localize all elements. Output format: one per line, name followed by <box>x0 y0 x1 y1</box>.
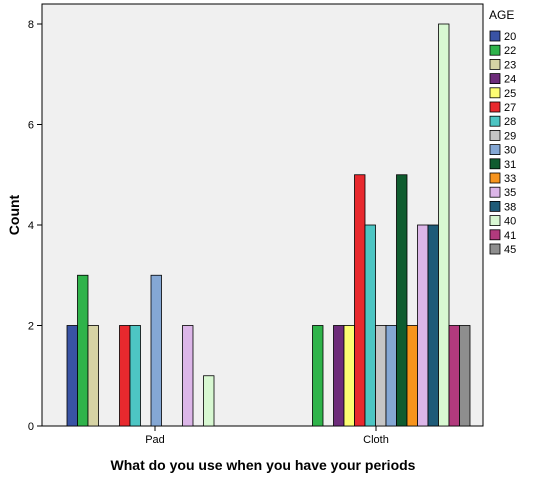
legend-swatch-35 <box>489 186 501 198</box>
bar-cloth-age-25 <box>343 325 355 427</box>
bar-cloth-age-38 <box>427 224 439 427</box>
legend-label-35: 35 <box>504 187 516 199</box>
bar-cloth-age-41 <box>448 325 460 427</box>
legend-label-45: 45 <box>504 244 516 256</box>
bar-pad-age-28 <box>129 325 141 427</box>
legend-label-23: 23 <box>504 59 516 71</box>
bar-cloth-age-33 <box>406 325 418 427</box>
legend-swatch-45 <box>489 243 501 255</box>
legend-swatch-40 <box>489 215 501 227</box>
y-tick-label: 4 <box>28 220 34 232</box>
legend-label-28: 28 <box>504 116 516 128</box>
legend-swatch-41 <box>489 229 501 241</box>
y-tick-label: 6 <box>28 120 34 132</box>
legend-swatch-30 <box>489 144 501 156</box>
legend-label-27: 27 <box>504 102 516 114</box>
bar-cloth-age-45 <box>459 325 471 427</box>
x-tick-label: Pad <box>145 434 165 446</box>
bar-cloth-age-31 <box>396 174 408 427</box>
x-tick-label: Cloth <box>363 434 389 446</box>
bar-pad-age-22 <box>77 274 89 427</box>
bar-pad-age-35 <box>182 325 194 427</box>
legend-swatch-28 <box>489 115 501 127</box>
legend-swatch-33 <box>489 172 501 184</box>
legend-label-33: 33 <box>504 173 516 185</box>
legend-swatch-38 <box>489 200 501 212</box>
legend-swatch-25 <box>489 87 501 99</box>
y-tick-label: 0 <box>28 421 34 433</box>
bar-cloth-age-24 <box>333 325 345 427</box>
legend-title: AGE <box>489 8 514 22</box>
x-axis: Pad Cloth <box>145 426 389 446</box>
legend-label-20: 20 <box>504 31 516 43</box>
legend-swatch-27 <box>489 101 501 113</box>
bar-pad-age-40 <box>203 375 215 427</box>
legend-swatch-23 <box>489 59 501 70</box>
bar-pad-age-27 <box>119 325 131 427</box>
bar-cloth-age-40 <box>438 23 450 427</box>
legend-label-38: 38 <box>504 201 516 213</box>
legend-swatch-29 <box>489 129 501 141</box>
legend-swatch-20 <box>489 30 501 42</box>
legend-swatch-22 <box>489 44 501 56</box>
bar-cloth-age-35 <box>417 224 429 427</box>
legend-label-24: 24 <box>504 74 516 86</box>
x-axis-title: What do you use when you have your perio… <box>111 457 416 473</box>
legend-swatch-31 <box>489 158 501 170</box>
bar-cloth-age-28 <box>364 224 376 427</box>
legend-label-30: 30 <box>504 145 516 157</box>
bar-cloth-age-29 <box>375 325 387 427</box>
legend-label-40: 40 <box>504 216 516 228</box>
bar-cloth-age-22 <box>312 325 324 427</box>
legend-label-22: 22 <box>504 45 516 57</box>
y-axis: 0 2 4 6 8 <box>28 19 42 433</box>
legend: AGE 20 22 23 24 25 27 28 29 30 31 33 35 38 40 41 45 <box>489 8 516 256</box>
y-tick-label: 2 <box>28 321 34 333</box>
y-tick-label: 8 <box>28 19 34 31</box>
bar-pad-age-23 <box>87 325 99 427</box>
bar-cloth-age-27 <box>354 174 366 427</box>
bar-cloth-age-30 <box>385 325 397 427</box>
legend-label-41: 41 <box>504 230 516 242</box>
y-axis-title: Count <box>6 194 22 235</box>
legend-label-31: 31 <box>504 159 516 171</box>
bars <box>66 23 471 427</box>
legend-label-25: 25 <box>504 88 516 100</box>
legend-label-29: 29 <box>504 130 516 142</box>
bar-pad-age-20 <box>66 325 78 427</box>
legend-swatch-24 <box>489 73 501 84</box>
bar-pad-age-30 <box>150 274 162 427</box>
